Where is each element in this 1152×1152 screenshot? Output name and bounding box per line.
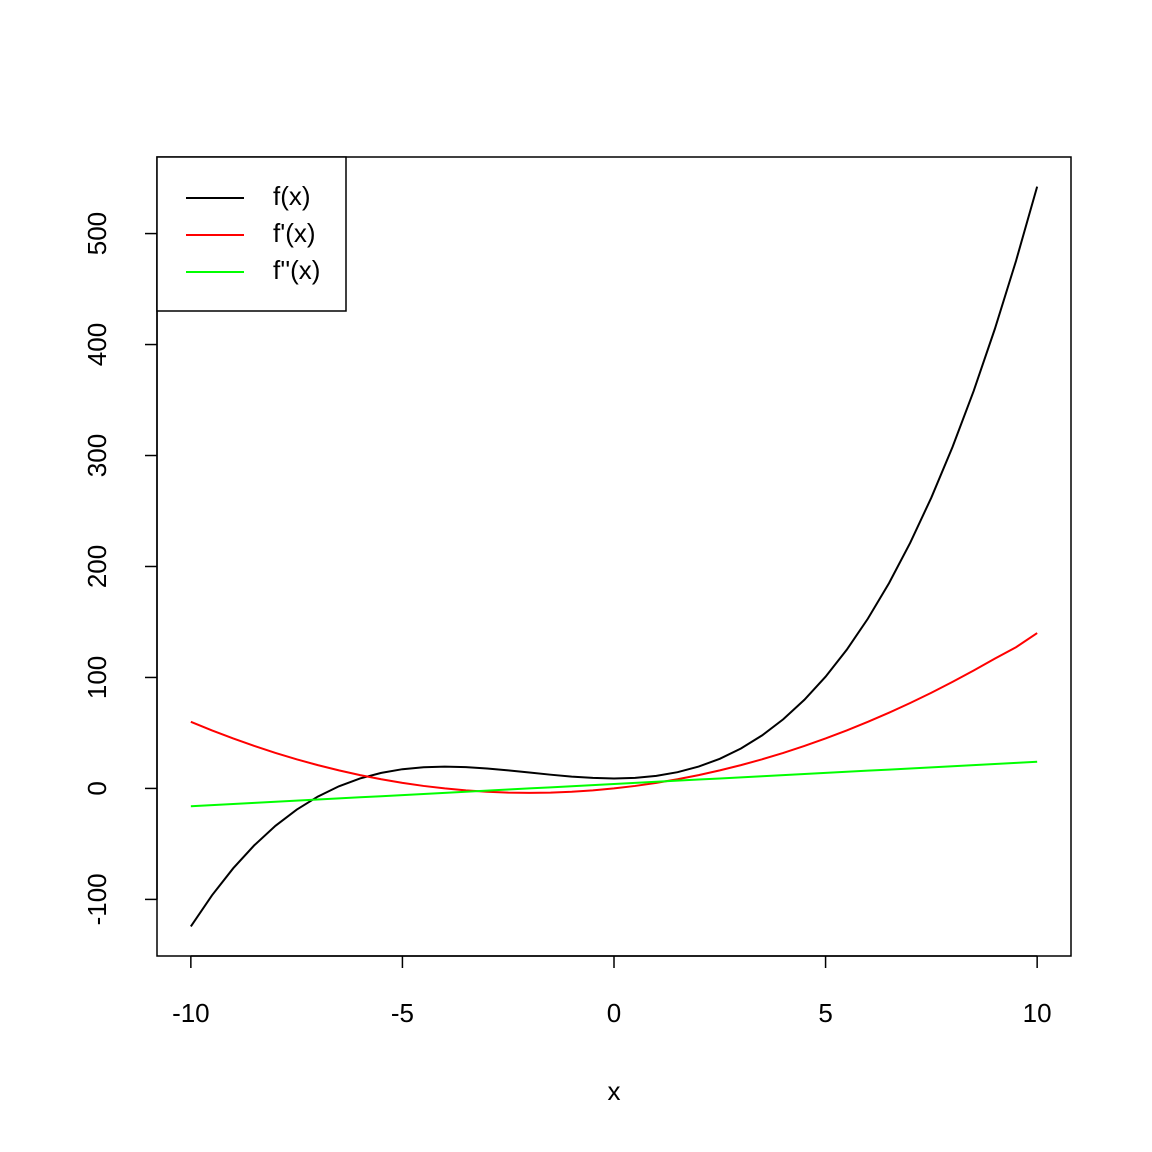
series-line <box>190 760 1038 808</box>
y-tick-label: 300 <box>82 434 112 477</box>
y-tick-label: 200 <box>82 545 112 588</box>
y-tick-label: 0 <box>82 781 112 795</box>
x-tick-label: -10 <box>172 998 210 1028</box>
series-line <box>190 632 1038 794</box>
y-tick-label: -100 <box>82 873 112 925</box>
y-tick-label: 400 <box>82 323 112 366</box>
legend-label: f''(x) <box>273 255 320 285</box>
y-tick-label: 100 <box>82 656 112 699</box>
legend-label: f(x) <box>273 181 311 211</box>
series-line <box>190 186 1039 927</box>
y-tick-label: 500 <box>82 212 112 255</box>
x-tick-label: 0 <box>607 998 621 1028</box>
x-tick-label: -5 <box>391 998 414 1028</box>
legend-label: f'(x) <box>273 218 316 248</box>
legend-box <box>156 156 347 312</box>
x-tick-label: 10 <box>1023 998 1052 1028</box>
x-axis-label: x <box>608 1076 621 1106</box>
x-tick-label: 5 <box>818 998 832 1028</box>
